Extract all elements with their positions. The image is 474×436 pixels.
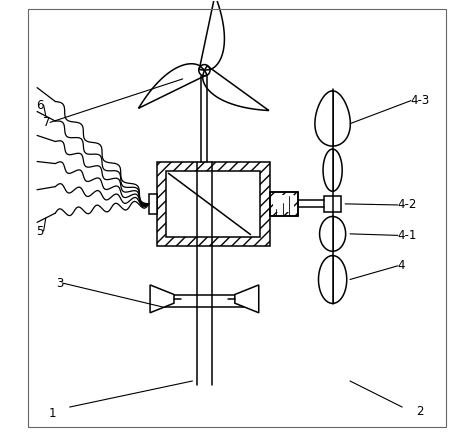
Polygon shape [150,285,174,313]
Polygon shape [270,192,298,216]
Polygon shape [166,171,260,237]
Polygon shape [149,194,156,214]
Polygon shape [273,195,294,212]
Text: 2: 2 [416,405,423,418]
Text: 4-3: 4-3 [411,94,430,107]
Text: 3: 3 [56,277,63,290]
Text: 7: 7 [43,116,50,129]
Text: 4-2: 4-2 [398,198,417,211]
Text: 4: 4 [398,259,405,272]
Polygon shape [156,161,270,246]
Text: 5: 5 [36,225,44,238]
Text: 6: 6 [36,99,44,112]
Circle shape [199,65,210,76]
Polygon shape [235,285,259,313]
Polygon shape [324,196,341,212]
Text: 4-1: 4-1 [398,229,417,242]
Text: 1: 1 [48,407,56,420]
Polygon shape [159,295,250,307]
